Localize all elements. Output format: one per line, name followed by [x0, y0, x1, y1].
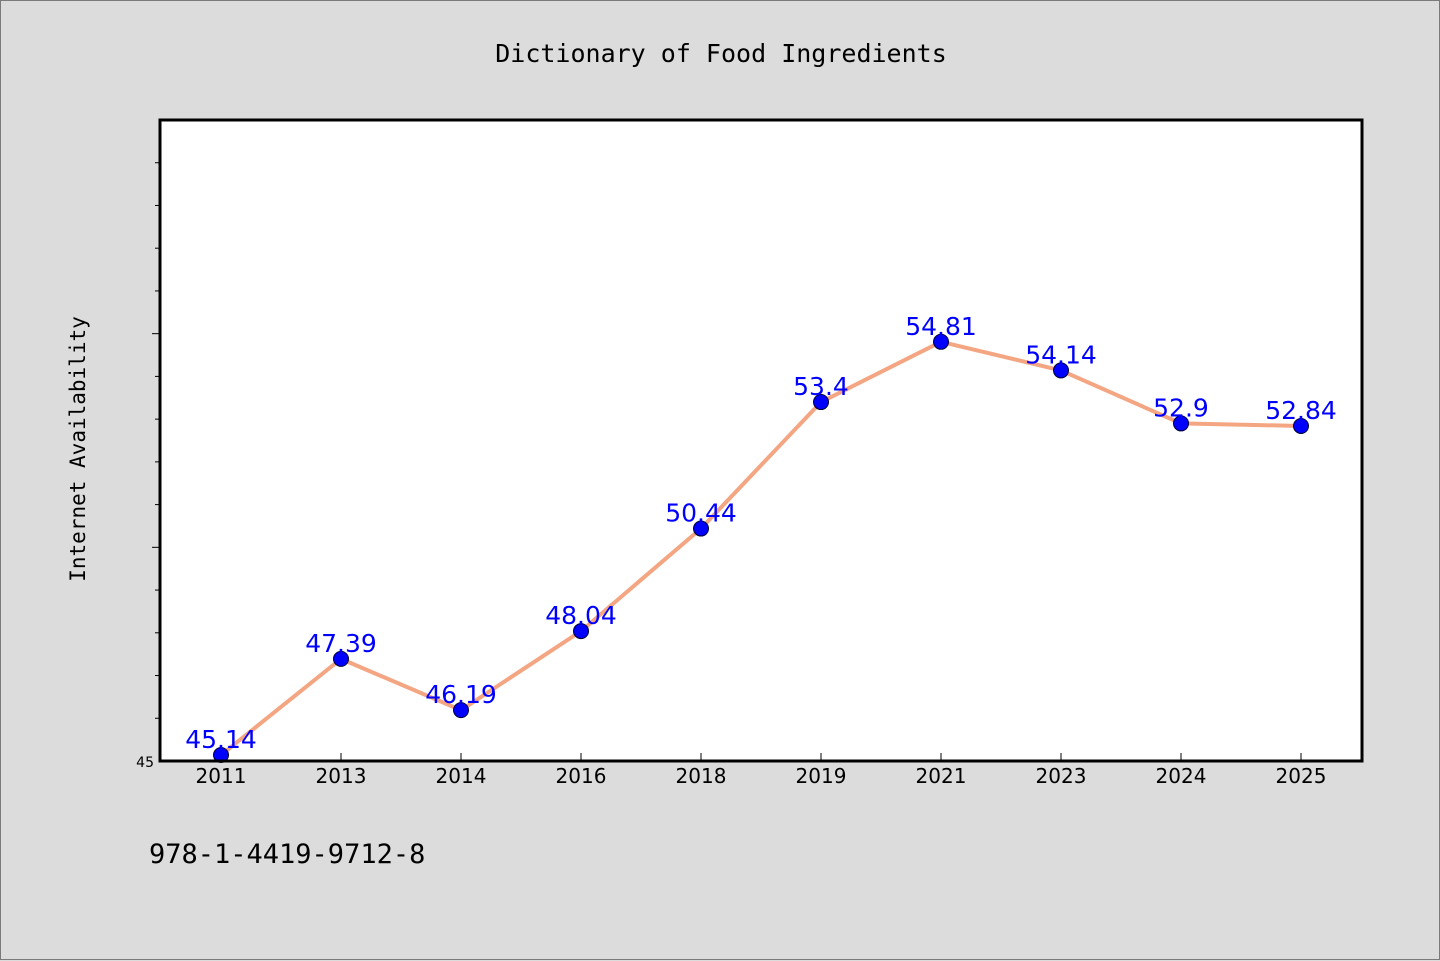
plot-area [160, 120, 1362, 761]
x-tick-label: 2019 [796, 764, 847, 788]
series-line-group: 45.14 47.39 46.19 48.04 50.44 53.4 54.81 54.14 5… [185, 312, 1337, 764]
x-tick-label: 2025 [1276, 764, 1327, 788]
x-tick-label: 2011 [196, 764, 247, 788]
data-label: 48.04 [545, 601, 617, 630]
plot-frame [158, 118, 1364, 763]
x-tick-label: 2021 [916, 764, 967, 788]
data-point [453, 702, 469, 719]
data-point [933, 333, 949, 350]
x-tick-label: 2018 [676, 764, 727, 788]
data-label: 52.84 [1265, 396, 1337, 425]
x-tick-label: 2024 [1156, 764, 1207, 788]
data-point [213, 747, 229, 764]
data-point [333, 650, 349, 667]
data-label: 52.9 [1153, 393, 1209, 422]
x-tick-label: 2014 [436, 764, 487, 788]
x-tick-label: 2016 [556, 764, 607, 788]
data-point [813, 394, 829, 411]
data-label: 46.19 [425, 680, 497, 709]
data-point [1053, 362, 1069, 379]
x-tick-label: 2013 [316, 764, 367, 788]
data-label: 50.44 [665, 499, 737, 528]
data-label: 53.4 [793, 372, 849, 401]
data-label: 54.81 [905, 312, 977, 341]
x-tick-labels: 2011 2013 2014 2016 2018 2019 2021 2023 2024 2025 [196, 764, 1327, 788]
data-label: 45.14 [185, 725, 257, 754]
data-point [573, 623, 589, 640]
y-axis-label: Internet Availability [66, 316, 90, 582]
data-point [1293, 417, 1309, 434]
x-tick-label: 2023 [1036, 764, 1087, 788]
series-line [219, 339, 1303, 758]
data-point [1173, 415, 1189, 432]
y-tick-label: 45 [136, 755, 154, 771]
isbn-text: 978-1-4419-9712-8 [149, 839, 425, 870]
data-label: 54.14 [1025, 340, 1097, 369]
data-label: 47.39 [305, 629, 377, 658]
data-point [693, 520, 709, 537]
chart-title: Dictionary of Food Ingredients [495, 39, 947, 68]
